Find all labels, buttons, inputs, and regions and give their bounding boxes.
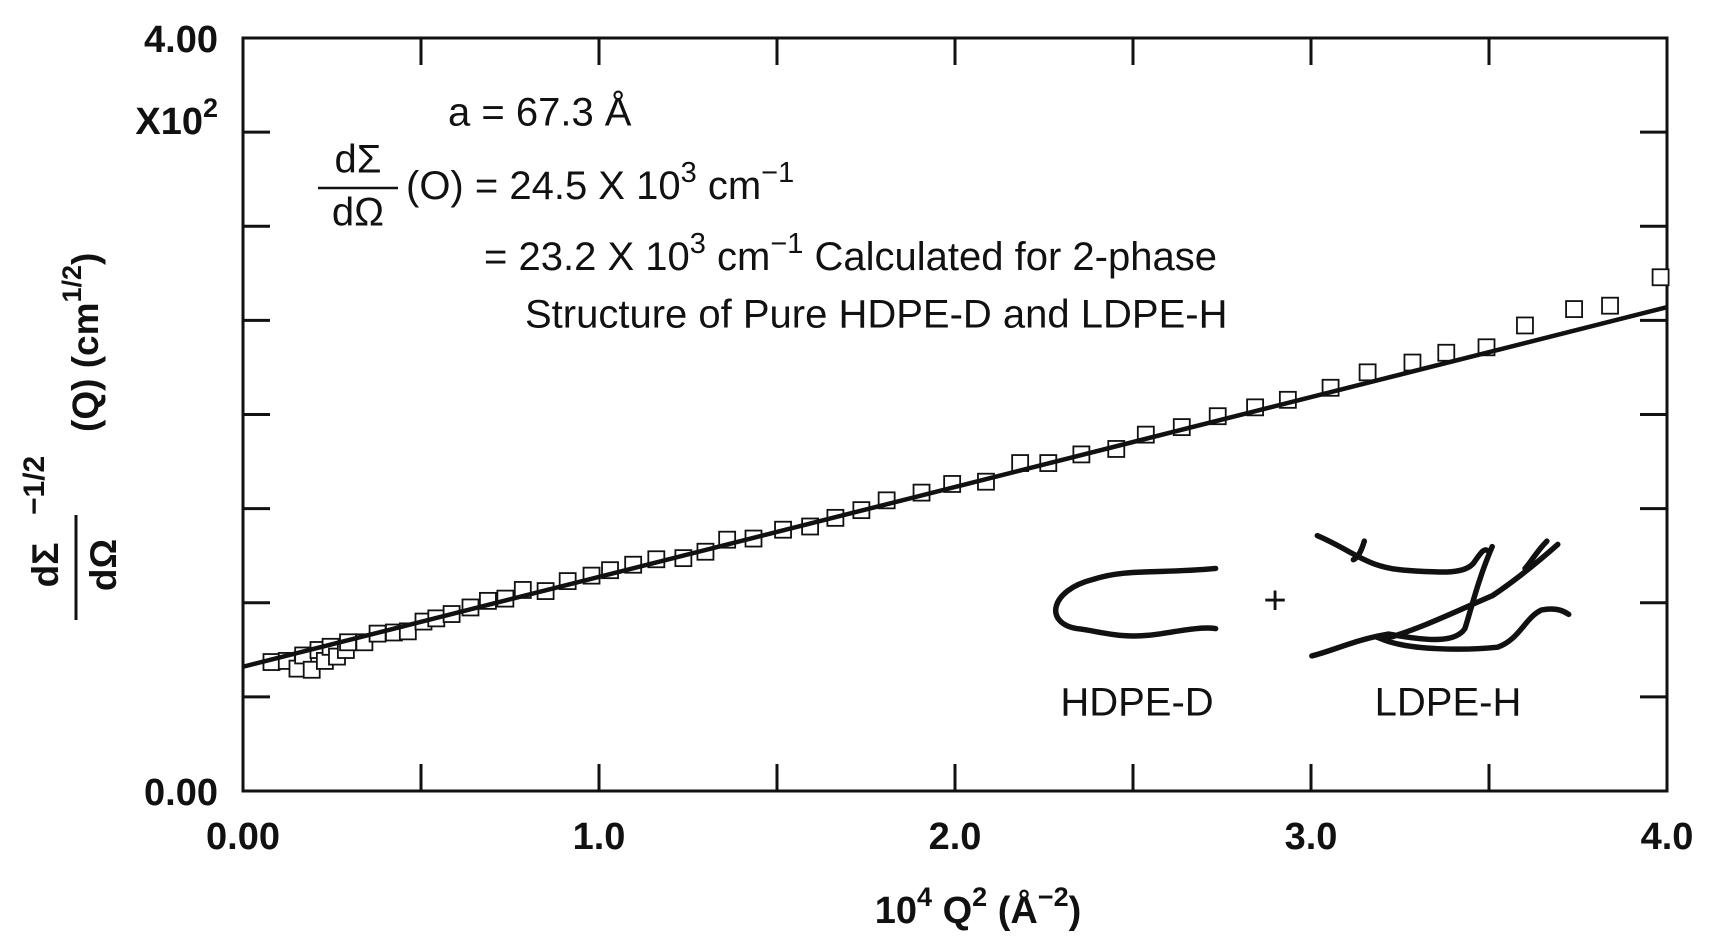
ldpe-chain xyxy=(1522,538,1550,572)
annotation-label: LDPE-H xyxy=(1375,681,1522,725)
x-label-part: ) xyxy=(1069,890,1082,932)
annotation: Structure of Pure HDPE-D and LDPE-H xyxy=(525,293,1227,337)
y-multiplier-exp: 2 xyxy=(203,93,218,123)
x-tick-label: 3.0 xyxy=(1285,816,1338,858)
annotation-part: cm xyxy=(706,235,770,279)
annotation-part: = 23.2 X 10 xyxy=(484,235,690,279)
ldpe-chain xyxy=(1309,543,1495,659)
x-label-part: 10 xyxy=(875,890,917,932)
annotation-plus: + xyxy=(1263,579,1286,623)
y-label-sup: 1/2 xyxy=(57,265,87,303)
polymer-sketch xyxy=(1053,532,1572,659)
annotation-sup: −1 xyxy=(770,228,803,260)
x-tick-label: 2.0 xyxy=(929,816,982,858)
data-point xyxy=(1437,343,1456,362)
data-point xyxy=(1565,300,1583,318)
y-label-exp: −1/2 xyxy=(18,456,51,515)
annotation-sup: 3 xyxy=(681,157,697,189)
annotation-sup: 3 xyxy=(690,228,706,260)
marks xyxy=(242,268,1670,679)
ldpe-chain xyxy=(1374,541,1572,652)
y-label-denominator: dΩ xyxy=(83,539,124,591)
hdpe-chain xyxy=(1053,565,1219,639)
y-multiplier: X102 xyxy=(135,93,218,143)
annotation-part: cm xyxy=(697,164,761,208)
y-tick-label: 4.00 xyxy=(144,19,218,61)
y-axis-label: dΣ dΩ −1/2 (Q) (cm1/2) xyxy=(18,253,124,620)
data-point xyxy=(1516,316,1534,335)
plot-frame xyxy=(241,36,1669,793)
y-tick-label: 0.00 xyxy=(144,772,218,814)
x-label-sup: 4 xyxy=(917,882,932,912)
data-point xyxy=(1651,268,1670,287)
annotation-part: Calculated for 2-phase xyxy=(803,235,1217,279)
fit-line xyxy=(242,305,1668,669)
annotation: = 23.2 X 103 cm−1 Calculated for 2-phase xyxy=(484,228,1217,279)
annotation-denominator: dΩ xyxy=(332,191,384,235)
x-label-sup: −2 xyxy=(1038,882,1069,912)
ldpe-chain xyxy=(1314,532,1492,575)
x-label-sup: 2 xyxy=(972,882,987,912)
annotation: a = 67.3 Å xyxy=(448,90,632,135)
y-label-rest: (Q) (cm1/2) xyxy=(57,253,106,432)
x-tick-label: 1.0 xyxy=(573,816,626,858)
y-label-numerator: dΣ xyxy=(25,543,66,588)
annotation-part: (O) = 24.5 X 10 xyxy=(406,164,681,208)
y-multiplier-base: X10 xyxy=(135,101,203,143)
data-point xyxy=(1601,296,1619,315)
x-tick-label: 0.00 xyxy=(206,816,280,858)
x-axis-label: 104 Q2 (Å−2) xyxy=(875,882,1082,932)
data-point xyxy=(1358,363,1377,382)
ldpe-chain xyxy=(1350,538,1368,563)
annotation: (O) = 24.5 X 103 cm−1 xyxy=(406,157,794,208)
y-label-part: ) xyxy=(65,253,106,265)
annotation-sup: −1 xyxy=(761,157,794,189)
x-label-part: (Å xyxy=(987,888,1038,932)
y-label-part: (Q) (cm xyxy=(65,303,106,433)
annotations: a = 67.3 Å dΣ dΩ (O) = 24.5 X 103 cm−1 =… xyxy=(318,90,1521,725)
x-tick-label: 4.0 xyxy=(1641,816,1694,858)
annotation-label: HDPE-D xyxy=(1060,681,1213,725)
x-label-part: Q xyxy=(932,890,972,932)
ticks: 0.00 1.0 2.0 3.0 4.0 0.00 4.00 xyxy=(144,19,1693,858)
annotation-numerator: dΣ xyxy=(335,138,382,182)
